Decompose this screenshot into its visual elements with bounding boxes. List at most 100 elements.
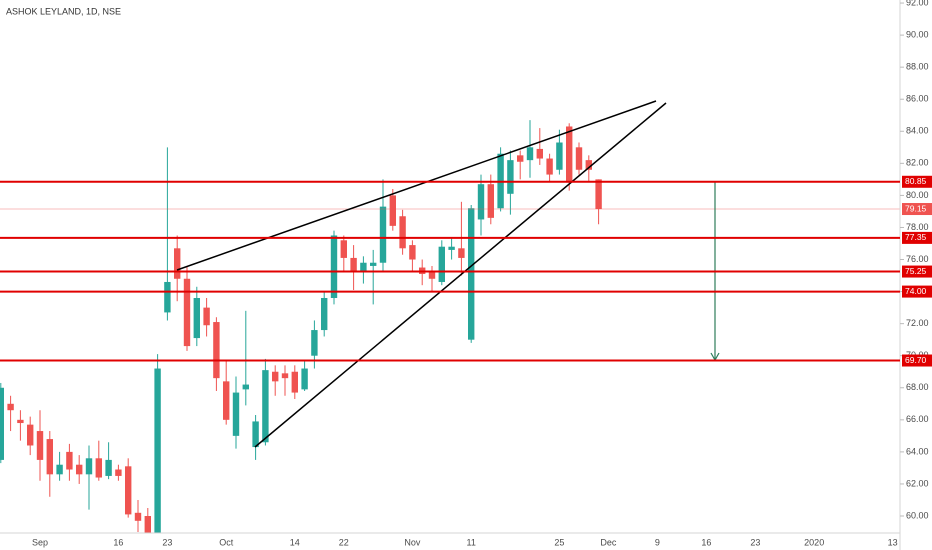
candle-body [321,297,328,331]
x-tick-label: 23 [750,537,760,547]
candle-body [193,297,200,339]
candle-body [517,155,524,162]
x-tick-label: 9 [655,537,660,547]
y-tick-label: 76.00 [906,254,929,264]
candle-body [262,370,269,443]
candle-body [409,245,416,260]
candle-body [95,458,102,478]
candle-body [350,257,357,271]
candle-body [36,431,44,460]
candle-body [311,330,318,356]
candle-body [536,148,543,159]
y-tick-label: 78.00 [906,222,929,232]
x-tick-label: Nov [404,537,421,547]
x-tick-label: 2020 [804,537,824,547]
y-tick-label: 62.00 [906,478,929,488]
candle-body [183,278,191,347]
last-price-tag [902,203,932,216]
x-tick-label: 14 [290,537,300,547]
candle-body [448,246,455,250]
candle-body [477,184,485,220]
candle-body [7,403,14,411]
x-tick-label: 16 [113,537,123,547]
candle-body [272,371,279,382]
candle-body [252,421,259,448]
candle-body [399,216,406,249]
y-tick-label: 66.00 [906,414,929,424]
candle-body [379,206,387,263]
candle-body [203,307,210,326]
y-tick-label: 86.00 [906,94,929,104]
candle-body [458,248,465,258]
level-tag [902,231,932,244]
candle-body [242,384,249,390]
y-tick-label: 84.00 [906,126,929,136]
candle-body [487,184,494,218]
chart-title: ASHOK LEYLAND, 1D, NSE [6,6,121,16]
y-tick-label: 72.00 [906,318,929,328]
candle-body [115,469,122,476]
candle-body [566,126,573,183]
candle-body [66,451,73,470]
candle-body [105,459,112,476]
y-tick-label: 90.00 [906,29,929,39]
candle-body [76,464,83,475]
level-tag [902,354,932,367]
candle-body [340,240,347,258]
candle-body [154,368,161,533]
drawings [176,100,720,448]
candle-body [585,160,592,170]
candle-body [330,235,338,298]
x-tick-label: Oct [219,537,234,547]
x-tick-label: 22 [339,537,349,547]
candle-body [360,262,367,271]
trend-line [176,100,657,271]
x-tick-label: 13 [888,537,898,547]
candle-body [468,208,475,340]
candle-body [370,262,377,266]
candle-body [281,373,289,379]
candle-body [46,439,53,475]
candle-body [428,272,436,279]
candle-body [575,147,583,170]
candle-body [17,419,24,424]
trend-line [254,102,667,448]
x-tick-label: 23 [162,537,172,547]
level-tag [902,175,932,188]
level-label: 69.70 [905,355,927,365]
candle-body [291,371,298,393]
level-label: 77.35 [905,232,927,242]
candle-body [174,248,181,279]
candle-body [85,458,93,475]
level-tag [902,285,932,298]
y-tick-label: 80.00 [906,190,929,200]
candle-body [301,368,308,390]
y-tick-label: 82.00 [906,158,929,168]
x-tick-label: 16 [701,537,711,547]
x-tick-label: 25 [554,537,564,547]
candle-body [134,512,142,521]
level-tag [902,265,932,278]
candle-body [507,160,514,194]
x-tick-label: Sep [32,537,48,547]
candle-body [213,322,220,379]
y-tick-label: 88.00 [906,62,929,72]
candle-body [438,246,445,282]
candle-body [164,281,171,313]
level-label: 75.25 [905,266,927,276]
y-tick-label: 60.00 [906,510,929,520]
candle-body [223,381,230,420]
candle-body [389,195,396,226]
last-price-label: 79.15 [905,203,927,213]
candle-body [27,424,34,446]
candle-body [56,464,63,475]
y-tick-label: 68.00 [906,382,929,392]
candle-body [526,147,534,161]
candle-body [125,466,132,515]
x-tick-label: 11 [467,537,476,547]
candle-body [546,158,553,175]
level-label: 80.85 [905,176,927,186]
y-tick-label: 64.00 [906,446,929,456]
